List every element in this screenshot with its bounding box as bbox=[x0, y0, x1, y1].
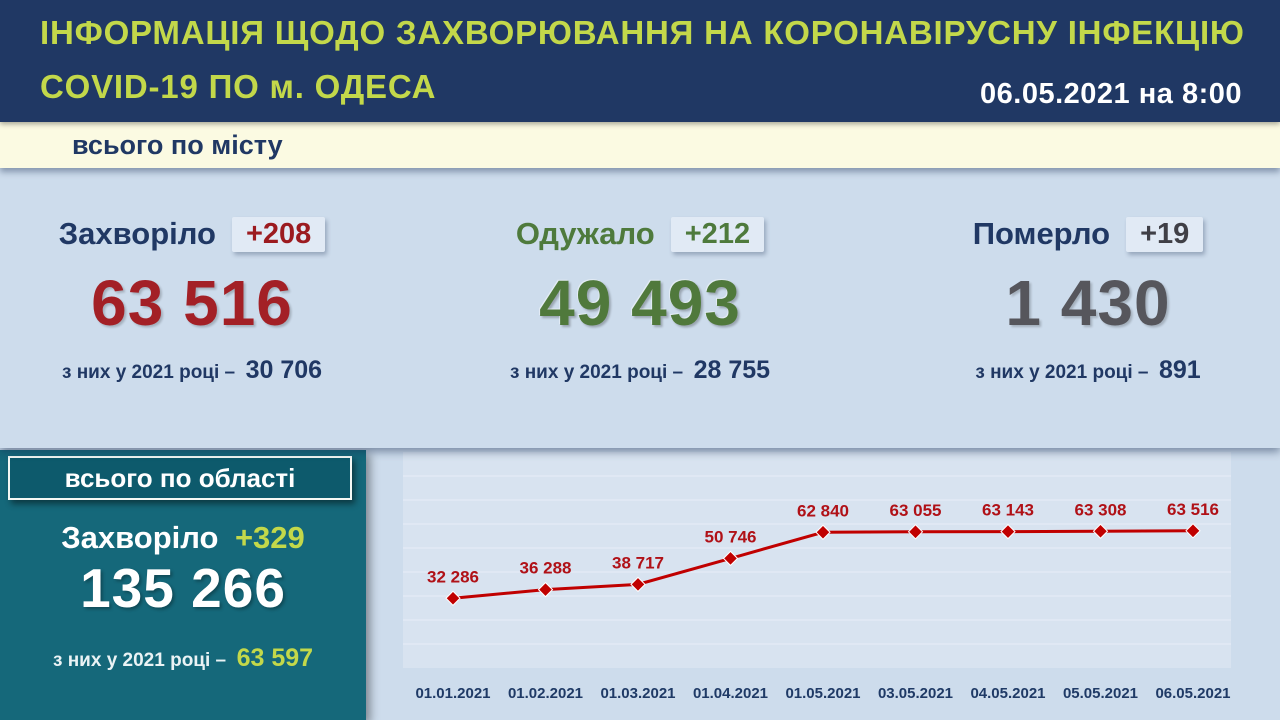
region-stats-panel: всього по області Захворіло +329 135 266… bbox=[0, 450, 366, 720]
svg-text:36 288: 36 288 bbox=[520, 559, 572, 578]
svg-text:32 286: 32 286 bbox=[427, 567, 479, 586]
svg-text:01.05.2021: 01.05.2021 bbox=[785, 685, 860, 702]
stat-deaths-year-total: 891 bbox=[1158, 356, 1201, 385]
svg-text:63 308: 63 308 bbox=[1075, 500, 1127, 519]
stat-deaths-head: Померло +19 bbox=[973, 216, 1204, 252]
stat-infected-total: 63 516 bbox=[91, 267, 293, 339]
svg-text:04.05.2021: 04.05.2021 bbox=[970, 685, 1045, 702]
svg-text:05.05.2021: 05.05.2021 bbox=[1063, 685, 1138, 702]
stat-infected-delta-badge: +208 bbox=[231, 216, 326, 252]
region-year-note: з них у 2021 році – bbox=[52, 650, 227, 671]
svg-text:50 746: 50 746 bbox=[705, 527, 757, 546]
page-title-line1: ІНФОРМАЦІЯ ЩОДО ЗАХВОРЮВАННЯ НА КОРОНАВІ… bbox=[40, 14, 1245, 51]
cases-line-chart: 32 286 01.01.2021 36 288 01.02.2021 38 717 01… bbox=[403, 452, 1231, 702]
stat-deaths-year-note: з них у 2021 році – bbox=[975, 362, 1149, 384]
city-section-band: всього по місту bbox=[0, 122, 1280, 168]
stat-infected-year-total: 30 706 bbox=[245, 356, 323, 385]
stat-recovered-year: з них у 2021 році – 28 755 bbox=[510, 356, 770, 385]
chart-panel: 32 286 01.01.2021 36 288 01.02.2021 38 717 01… bbox=[403, 452, 1231, 712]
stat-infected-label: Захворіло bbox=[58, 216, 216, 251]
region-year-total: 63 597 bbox=[236, 644, 314, 672]
svg-text:63 516: 63 516 bbox=[1167, 500, 1219, 519]
svg-text:01.03.2021: 01.03.2021 bbox=[600, 685, 675, 702]
header: ІНФОРМАЦІЯ ЩОДО ЗАХВОРЮВАННЯ НА КОРОНАВІ… bbox=[0, 0, 1280, 122]
city-section-label: всього по місту bbox=[72, 129, 283, 160]
svg-text:06.05.2021: 06.05.2021 bbox=[1155, 685, 1230, 702]
svg-text:62 840: 62 840 bbox=[797, 501, 849, 520]
stat-recovered-delta-badge: +212 bbox=[670, 216, 765, 252]
stat-deaths-delta-badge: +19 bbox=[1126, 216, 1204, 252]
stat-recovered: Одужало +212 49 493 з них у 2021 році – … bbox=[384, 168, 896, 448]
region-stat-delta: +329 bbox=[234, 520, 305, 555]
stat-recovered-year-total: 28 755 bbox=[693, 356, 771, 385]
svg-text:63 055: 63 055 bbox=[890, 501, 942, 520]
stat-infected-head: Захворіло +208 bbox=[59, 216, 326, 252]
region-stat-total: 135 266 bbox=[80, 557, 286, 619]
stat-deaths: Померло +19 1 430 з них у 2021 році – 89… bbox=[896, 168, 1280, 448]
stat-deaths-label: Померло bbox=[972, 216, 1111, 251]
svg-text:01.02.2021: 01.02.2021 bbox=[508, 685, 583, 702]
region-stat-label: Захворіло bbox=[61, 520, 219, 555]
region-stat-year: з них у 2021 році – 63 597 bbox=[0, 644, 366, 673]
svg-text:03.05.2021: 03.05.2021 bbox=[878, 685, 953, 702]
report-datetime: 06.05.2021 на 8:00 bbox=[980, 78, 1242, 110]
stat-deaths-total: 1 430 bbox=[1005, 267, 1171, 339]
page-title-line2: COVID-19 ПО м. ОДЕСА bbox=[40, 68, 437, 105]
region-section-label: всього по області bbox=[64, 462, 296, 493]
city-stats-panel: Захворіло +208 63 516 з них у 2021 році … bbox=[0, 168, 1280, 448]
svg-text:63 143: 63 143 bbox=[982, 501, 1034, 520]
svg-text:01.04.2021: 01.04.2021 bbox=[693, 685, 768, 702]
stat-infected: Захворіло +208 63 516 з них у 2021 році … bbox=[0, 168, 384, 448]
svg-text:38 717: 38 717 bbox=[612, 553, 664, 572]
svg-text:01.01.2021: 01.01.2021 bbox=[415, 685, 490, 702]
stat-recovered-total: 49 493 bbox=[539, 267, 741, 339]
stat-recovered-label: Одужало bbox=[515, 216, 655, 251]
stat-recovered-year-note: з них у 2021 році – bbox=[509, 362, 684, 384]
stat-deaths-year: з них у 2021 році – 891 bbox=[975, 356, 1200, 385]
region-section-band: всього по області bbox=[8, 456, 352, 500]
region-stat-head: Захворіло +329 bbox=[0, 520, 366, 556]
stat-infected-year: з них у 2021 році – 30 706 bbox=[62, 356, 322, 385]
stat-recovered-head: Одужало +212 bbox=[515, 216, 765, 252]
stat-infected-year-note: з них у 2021 році – bbox=[61, 362, 236, 384]
